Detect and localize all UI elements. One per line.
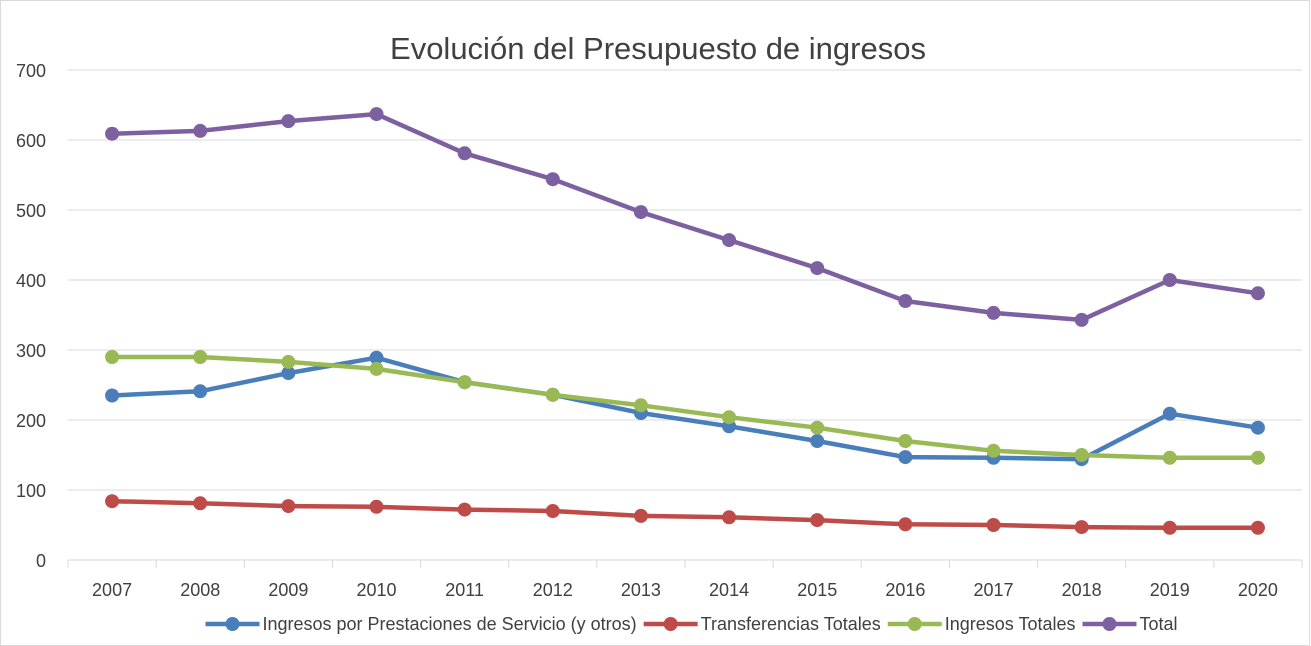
y-tick-label: 100 (16, 481, 46, 501)
data-point (545, 504, 560, 518)
y-tick-label: 0 (36, 551, 46, 571)
series-line (111, 355, 1259, 462)
data-point (105, 388, 120, 403)
x-tick-label: 2008 (180, 580, 220, 600)
y-tick-label: 700 (16, 61, 46, 81)
legend-marker (1102, 617, 1117, 631)
data-point (898, 450, 913, 465)
legend-label: Ingresos Totales (945, 614, 1076, 634)
data-point (1074, 448, 1089, 462)
data-point (1250, 450, 1265, 465)
data-point (810, 420, 825, 435)
legend-marker (907, 617, 922, 631)
data-point (898, 434, 913, 448)
data-point (457, 375, 472, 390)
data-point (898, 517, 913, 532)
data-point (105, 126, 120, 141)
data-point (545, 387, 560, 402)
legend-marker (663, 617, 678, 631)
x-tick-label: 2020 (1238, 580, 1278, 600)
x-tick-label: 2010 (356, 580, 396, 600)
data-point (281, 114, 296, 129)
data-point (1162, 520, 1177, 535)
x-tick-label: 2019 (1150, 580, 1190, 600)
data-point (1074, 312, 1089, 327)
x-tick-label: 2018 (1062, 580, 1102, 600)
data-point (369, 499, 384, 514)
x-tick-label: 2012 (533, 580, 573, 600)
data-point (193, 123, 208, 138)
data-point (1250, 420, 1265, 435)
data-point (105, 494, 120, 509)
legend-label: Ingresos por Prestaciones de Servicio (y… (262, 614, 636, 634)
data-point (457, 502, 472, 517)
data-point (1162, 450, 1177, 465)
data-point (810, 513, 825, 528)
x-tick-label: 2013 (621, 580, 661, 600)
data-point (545, 172, 560, 187)
data-point (1074, 520, 1089, 535)
data-point (986, 443, 1001, 458)
data-point (722, 410, 737, 425)
data-point (369, 361, 384, 376)
data-point (633, 398, 648, 413)
data-point (369, 350, 384, 365)
data-point (722, 233, 737, 248)
data-point (722, 510, 737, 525)
y-tick-label: 200 (16, 411, 46, 431)
data-point (281, 499, 296, 514)
data-point (105, 350, 120, 364)
x-tick-label: 2015 (797, 580, 837, 600)
data-point (1162, 406, 1177, 421)
y-tick-label: 600 (16, 131, 46, 151)
series-line (112, 354, 1258, 461)
data-point (633, 508, 648, 523)
data-point (898, 294, 913, 308)
y-tick-label: 300 (16, 341, 46, 361)
x-tick-label: 2014 (709, 580, 749, 600)
data-point (986, 305, 1001, 320)
series-line (112, 498, 1258, 531)
legend-marker (225, 617, 240, 631)
series-line (111, 111, 1259, 323)
x-tick-label: 2016 (885, 580, 925, 600)
data-point (1250, 286, 1265, 301)
x-tick-label: 2017 (973, 580, 1013, 600)
data-point (1250, 520, 1265, 535)
data-point (1162, 273, 1177, 287)
data-point (810, 261, 825, 276)
y-tick-label: 400 (16, 271, 46, 291)
x-tick-label: 2007 (92, 580, 132, 600)
data-point (281, 366, 296, 381)
y-tick-label: 500 (16, 201, 46, 221)
legend-label: Total (1139, 614, 1177, 634)
data-point (193, 496, 208, 511)
data-point (810, 434, 825, 448)
data-point (369, 107, 384, 122)
data-point (457, 146, 472, 161)
x-tick-label: 2009 (268, 580, 308, 600)
data-point (633, 205, 648, 220)
data-point (281, 354, 296, 369)
data-point (193, 384, 208, 399)
x-tick-label: 2011 (445, 580, 484, 600)
legend-label: Transferencias Totales (701, 614, 881, 634)
data-point (193, 350, 208, 364)
chart-title: Evolución del Presupuesto de ingresos (390, 31, 926, 66)
data-point (986, 518, 1001, 532)
